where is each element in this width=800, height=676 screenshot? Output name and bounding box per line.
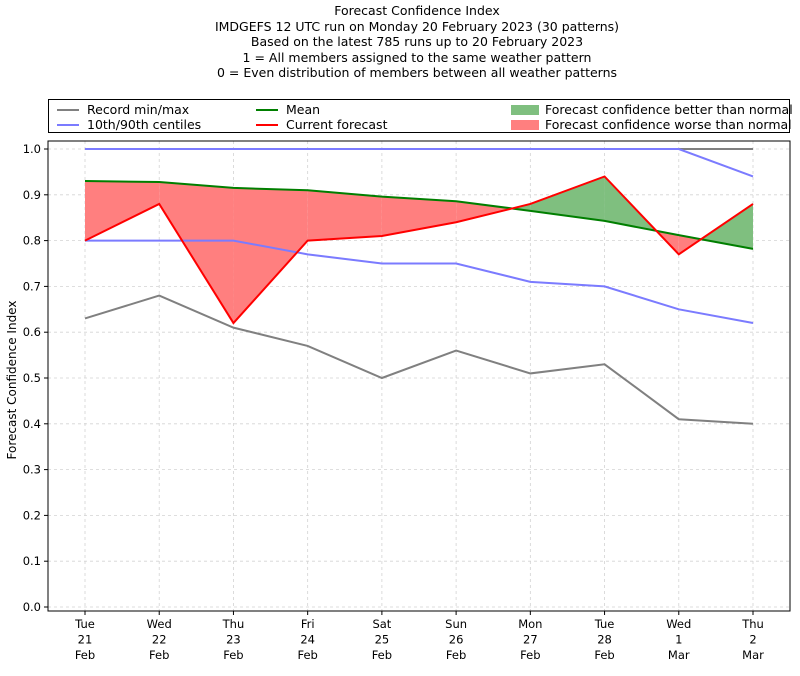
- legend-label-worse: Forecast confidence worse than normal: [545, 117, 792, 132]
- x-tick-label: Feb: [372, 648, 392, 662]
- legend-swatch-better: [511, 104, 539, 115]
- legend-item-mean: Mean: [256, 102, 320, 117]
- x-tick-label: Feb: [520, 648, 540, 662]
- y-tick-label: 0.0: [23, 600, 41, 614]
- chart-subtitle-one: 1 = All members assigned to the same wea…: [242, 49, 592, 65]
- x-tick-label: 28: [597, 633, 612, 647]
- y-tick-label: 0.3: [23, 463, 41, 477]
- x-tick-label: Mon: [518, 617, 542, 631]
- fill-worse-than-normal: [159, 181, 234, 324]
- x-tick-label: 23: [226, 633, 241, 647]
- legend-item-better: Forecast confidence better than normal: [511, 102, 793, 117]
- x-tick-label: Feb: [149, 648, 169, 662]
- x-tick-label: Mar: [668, 648, 690, 662]
- x-tick-label: Feb: [594, 648, 614, 662]
- x-tick-label: Feb: [297, 648, 317, 662]
- legend-label-mean: Mean: [286, 102, 321, 117]
- x-tick-label: 24: [300, 633, 315, 647]
- x-tick-label: 22: [152, 633, 167, 647]
- legend-label-centiles: 10th/90th centiles: [87, 117, 202, 132]
- chart-title: Forecast Confidence Index: [334, 3, 500, 18]
- x-tick-label: Mar: [742, 648, 764, 662]
- legend-label-current: Current forecast: [286, 117, 388, 132]
- fill-worse-than-normal: [381, 196, 457, 237]
- chart-subtitle-based: Based on the latest 785 runs up to 20 Fe…: [250, 34, 584, 50]
- x-tick-label: Wed: [666, 617, 691, 631]
- fill-worse-than-normal: [456, 201, 513, 223]
- series-line-10th-centile: [85, 239, 754, 325]
- series-line-90th-centile: [85, 148, 754, 178]
- y-tick-label: 0.8: [23, 234, 41, 248]
- y-axis-ticks: 0.0 0.1 0.2 0.3 0.4 0.5 0.6 0.7 0.8 0.9 1.0: [23, 142, 48, 614]
- x-tick-label: Fri: [301, 617, 315, 631]
- chart-title-block: Forecast Confidence Index IMDGEFS 12 UTC…: [0, 3, 800, 81]
- legend-item-worse: Forecast confidence worse than normal: [511, 117, 792, 132]
- y-tick-label: 0.6: [23, 325, 41, 339]
- x-tick-label: 21: [78, 633, 93, 647]
- chart-subtitle-zero: 0 = Even distribution of members between…: [216, 65, 618, 81]
- series-line-record-min: [84, 294, 754, 425]
- x-tick-label: 1: [675, 633, 682, 647]
- x-tick-label: Feb: [446, 648, 466, 662]
- x-tick-label: Feb: [75, 648, 95, 662]
- legend-swatch-worse: [511, 119, 539, 130]
- legend-swatch-record: [57, 108, 79, 111]
- legend: Record min/max 10th/90th centiles Mean C…: [48, 99, 793, 133]
- fill-better-than-normal: [701, 203, 753, 249]
- y-tick-label: 0.1: [23, 554, 41, 568]
- fill-areas: [85, 176, 753, 324]
- y-tick-label: 0.9: [23, 188, 41, 202]
- x-tick-label: Sun: [445, 617, 467, 631]
- legend-swatch-current: [256, 123, 278, 126]
- x-tick-label: Thu: [741, 617, 764, 631]
- legend-swatch-centiles: [57, 123, 79, 126]
- x-tick-label: Wed: [147, 617, 172, 631]
- legend-label-better: Forecast confidence better than normal: [545, 102, 793, 117]
- legend-swatch-mean: [256, 108, 278, 111]
- x-tick-label: Tue: [74, 617, 95, 631]
- x-tick-label: 2: [749, 633, 756, 647]
- legend-item-centiles: 10th/90th centiles: [57, 117, 201, 132]
- series-lines: [84, 148, 754, 425]
- x-tick-label: 26: [449, 633, 464, 647]
- x-tick-label: Feb: [223, 648, 243, 662]
- fill-better-than-normal: [530, 176, 605, 221]
- series-line-mean: [84, 180, 754, 250]
- x-axis-ticks: Tue21FebWed22FebThu23FebFri24FebSat25Feb…: [74, 611, 764, 662]
- plot-frame: [47, 140, 791, 612]
- x-tick-label: Tue: [594, 617, 615, 631]
- x-tick-label: Thu: [222, 617, 245, 631]
- y-tick-label: 1.0: [23, 142, 41, 156]
- y-tick-label: 0.5: [23, 371, 41, 385]
- fill-worse-than-normal: [233, 187, 308, 324]
- fill-worse-than-normal: [307, 190, 382, 241]
- y-tick-label: 0.2: [23, 508, 41, 522]
- y-tick-label: 0.7: [23, 279, 41, 293]
- x-tick-label: Sat: [372, 617, 391, 631]
- x-tick-label: 27: [523, 633, 538, 647]
- chart-subtitle-run: IMDGEFS 12 UTC run on Monday 20 February…: [214, 18, 620, 34]
- series-line-current-forecast: [84, 175, 754, 325]
- x-tick-label: 25: [375, 633, 390, 647]
- legend-item-record: Record min/max: [57, 102, 189, 117]
- legend-item-current: Current forecast: [256, 117, 387, 132]
- legend-label-record: Record min/max: [87, 102, 190, 117]
- y-axis-label: Forecast Confidence Index: [5, 301, 19, 460]
- fill-worse-than-normal: [85, 181, 160, 241]
- y-tick-label: 0.4: [23, 417, 41, 431]
